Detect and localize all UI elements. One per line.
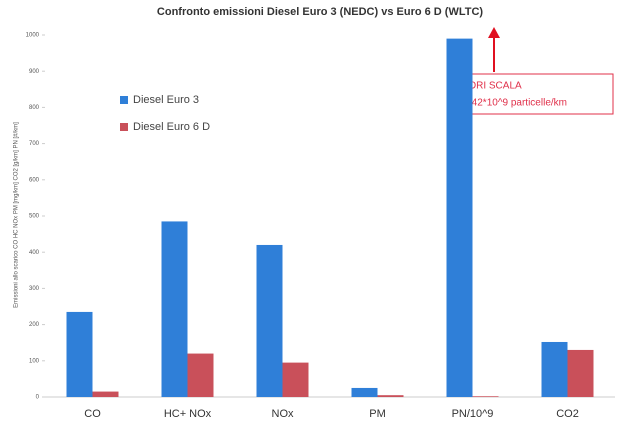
y-axis-label: Emissioni allo scarico CO HC NOx PM [mg/… (14, 122, 20, 308)
y-tick-label: 1000 (26, 33, 40, 39)
annotation-title: FUORI SCALA (455, 81, 522, 92)
bar (161, 221, 188, 397)
chart-title: Confronto emissioni Diesel Euro 3 (NEDC)… (157, 6, 483, 18)
bar (377, 395, 404, 397)
y-tick-label: 200 (29, 322, 40, 328)
bar (282, 362, 309, 397)
x-tick-label: PM (369, 408, 386, 420)
x-tick-label: CO (84, 408, 101, 420)
y-tick-label: 700 (29, 141, 40, 147)
y-tick-label: 400 (29, 250, 40, 256)
annotation-text: 39542*10^9 particelle/km (455, 98, 567, 109)
bar (446, 38, 473, 398)
x-tick-label: PN/10^9 (452, 408, 494, 420)
arrow-head (488, 27, 500, 38)
y-tick-label: 600 (29, 177, 40, 183)
bar (567, 349, 594, 397)
y-tick-label: 800 (29, 105, 40, 111)
bar (472, 396, 499, 397)
bar (351, 387, 378, 397)
bar (256, 244, 283, 397)
y-tick-label: 900 (29, 69, 40, 75)
bar (187, 353, 214, 397)
annotation-box (446, 73, 614, 115)
legend-label: Diesel Euro 3 (133, 94, 199, 106)
y-tick-label: 500 (29, 214, 40, 220)
bar (541, 341, 568, 397)
x-tick-label: HC+ NOx (164, 408, 212, 420)
legend-swatch (120, 96, 128, 104)
legend-swatch (120, 123, 128, 131)
y-tick-label: 0 (36, 395, 40, 401)
y-tick-label: 300 (29, 286, 40, 292)
bar (92, 391, 119, 397)
bar (66, 311, 93, 397)
y-tick-label: 100 (29, 358, 40, 364)
legend-label: Diesel Euro 6 D (133, 121, 210, 133)
x-tick-label: NOx (272, 408, 295, 420)
x-tick-label: CO2 (556, 408, 579, 420)
